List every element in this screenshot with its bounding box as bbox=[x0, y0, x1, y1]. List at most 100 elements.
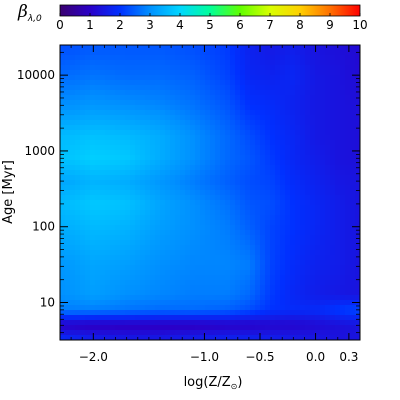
heatmap-cell bbox=[320, 85, 326, 91]
heatmap-cell bbox=[95, 185, 101, 191]
heatmap-cell bbox=[180, 230, 186, 236]
heatmap-cell bbox=[80, 190, 86, 196]
heatmap-cell bbox=[355, 130, 360, 136]
heatmap-cell bbox=[350, 310, 356, 316]
heatmap-cell bbox=[125, 70, 131, 76]
heatmap-cell bbox=[75, 185, 81, 191]
heatmap-cell bbox=[140, 55, 146, 61]
heatmap-cell bbox=[335, 150, 341, 156]
heatmap-cell bbox=[225, 80, 231, 86]
heatmap-cell bbox=[160, 75, 166, 81]
heatmap-cell bbox=[60, 285, 66, 291]
heatmap-cell bbox=[60, 60, 66, 66]
heatmap-cell bbox=[145, 120, 151, 126]
heatmap-cell bbox=[225, 50, 231, 56]
heatmap-cell bbox=[135, 250, 141, 256]
heatmap-cell bbox=[290, 215, 296, 221]
heatmap-cell bbox=[140, 310, 146, 316]
heatmap-cell bbox=[300, 325, 306, 331]
heatmap-cell bbox=[315, 290, 321, 296]
heatmap-cell bbox=[155, 50, 161, 56]
heatmap-cell bbox=[295, 330, 301, 336]
heatmap-cell bbox=[220, 180, 226, 186]
heatmap-cell bbox=[85, 140, 91, 146]
heatmap-cell bbox=[110, 55, 116, 61]
heatmap-cell bbox=[280, 290, 286, 296]
heatmap-cell bbox=[110, 230, 116, 236]
heatmap-cell bbox=[300, 265, 306, 271]
heatmap-cell bbox=[280, 325, 286, 331]
heatmap-cell bbox=[315, 55, 321, 61]
heatmap-cell bbox=[295, 260, 301, 266]
heatmap-cell bbox=[335, 190, 341, 196]
heatmap-cell bbox=[300, 260, 306, 266]
heatmap-cell bbox=[170, 230, 176, 236]
heatmap-cell bbox=[195, 225, 201, 231]
heatmap-cell bbox=[120, 90, 126, 96]
heatmap-cell bbox=[105, 230, 111, 236]
heatmap-cell bbox=[230, 65, 236, 71]
heatmap-cell bbox=[110, 130, 116, 136]
heatmap-cell bbox=[150, 255, 156, 261]
heatmap-cell bbox=[190, 170, 196, 176]
heatmap-cell bbox=[160, 265, 166, 271]
heatmap-cell bbox=[175, 230, 181, 236]
heatmap-cell bbox=[210, 80, 216, 86]
heatmap-cell bbox=[255, 120, 261, 126]
heatmap-cell bbox=[300, 75, 306, 81]
heatmap-cell bbox=[150, 150, 156, 156]
heatmap-cell bbox=[125, 310, 131, 316]
heatmap-cell bbox=[315, 95, 321, 101]
heatmap-cell bbox=[85, 290, 91, 296]
heatmap-cell bbox=[85, 250, 91, 256]
colorbar-tick-label: 3 bbox=[146, 18, 154, 32]
heatmap-cell bbox=[150, 290, 156, 296]
heatmap-cell bbox=[120, 260, 126, 266]
heatmap-cell bbox=[345, 265, 351, 271]
heatmap-cell bbox=[285, 250, 291, 256]
heatmap-cell bbox=[85, 295, 91, 301]
heatmap-cell bbox=[150, 75, 156, 81]
heatmap-cell bbox=[170, 220, 176, 226]
heatmap-cell bbox=[320, 75, 326, 81]
heatmap-cell bbox=[280, 185, 286, 191]
heatmap-cell bbox=[145, 170, 151, 176]
heatmap-cell bbox=[185, 240, 191, 246]
heatmap-cell bbox=[245, 175, 251, 181]
heatmap-cell bbox=[145, 175, 151, 181]
heatmap-cell bbox=[135, 85, 141, 91]
heatmap-cell bbox=[85, 260, 91, 266]
heatmap-cell bbox=[265, 175, 271, 181]
heatmap-cell bbox=[330, 235, 336, 241]
heatmap-cell bbox=[95, 215, 101, 221]
heatmap-cell bbox=[155, 320, 161, 326]
heatmap-cell bbox=[90, 100, 96, 106]
heatmap-cell bbox=[65, 185, 71, 191]
heatmap-cell bbox=[70, 160, 76, 166]
heatmap-cell bbox=[295, 245, 301, 251]
heatmap-cell bbox=[210, 205, 216, 211]
heatmap-cell bbox=[210, 165, 216, 171]
heatmap-cell bbox=[80, 175, 86, 181]
heatmap-cell bbox=[125, 320, 131, 326]
heatmap-cell bbox=[125, 145, 131, 151]
heatmap-cell bbox=[110, 290, 116, 296]
heatmap-cell bbox=[95, 150, 101, 156]
heatmap-cell bbox=[255, 275, 261, 281]
heatmap-cell bbox=[340, 275, 346, 281]
heatmap-cell bbox=[60, 280, 66, 286]
heatmap-cell bbox=[285, 100, 291, 106]
heatmap-cell bbox=[115, 205, 121, 211]
heatmap-cell bbox=[95, 160, 101, 166]
heatmap-cell bbox=[275, 175, 281, 181]
heatmap-cell bbox=[155, 250, 161, 256]
heatmap-cell bbox=[130, 270, 136, 276]
heatmap-cell bbox=[205, 190, 211, 196]
heatmap-cell bbox=[175, 175, 181, 181]
heatmap-cell bbox=[105, 150, 111, 156]
heatmap-cell bbox=[325, 45, 331, 51]
heatmap-cell bbox=[90, 225, 96, 231]
heatmap-cell bbox=[245, 260, 251, 266]
heatmap-cell bbox=[90, 335, 96, 340]
heatmap-cell bbox=[195, 240, 201, 246]
